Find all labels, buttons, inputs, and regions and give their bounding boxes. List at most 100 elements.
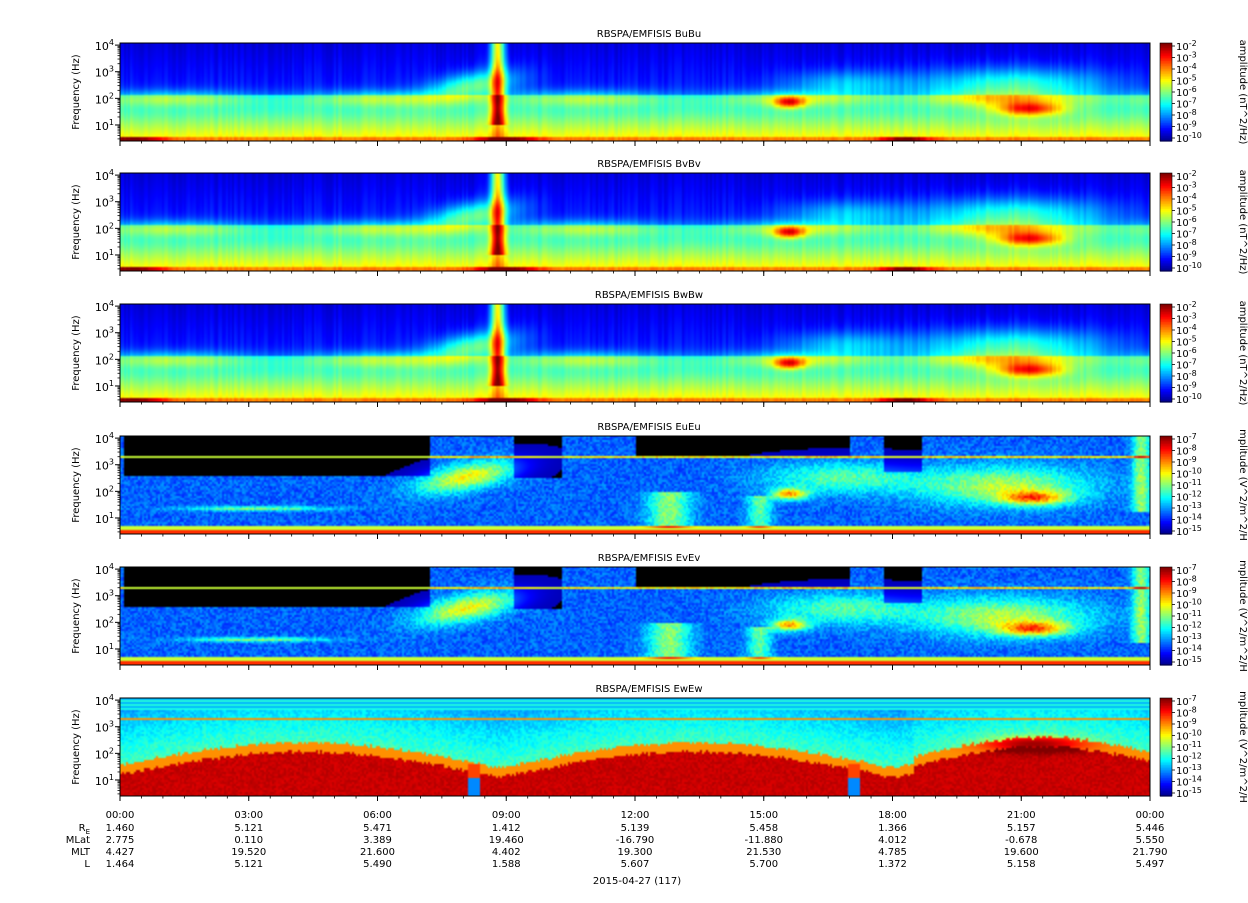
y-tick-label: 103 xyxy=(95,458,114,473)
colorbar-tick-label: 10-5 xyxy=(1176,335,1197,349)
y-tick-label: 104 xyxy=(95,168,114,183)
colorbar-swatch xyxy=(1160,504,1172,507)
colorbar-swatch xyxy=(1160,176,1172,179)
colorbar: 10-710-810-910-1010-1110-1210-1310-1410-… xyxy=(1159,691,1248,803)
x-tick-label: 03:00 xyxy=(234,810,263,821)
colorbar-swatch xyxy=(1160,95,1172,98)
colorbar-swatch xyxy=(1160,660,1172,663)
colorbar-swatch xyxy=(1160,437,1172,440)
colorbar-swatch xyxy=(1160,465,1172,468)
colorbar-swatch xyxy=(1160,238,1172,241)
colorbar-swatch xyxy=(1160,735,1172,738)
colorbar-swatch xyxy=(1160,346,1172,349)
colorbar-swatch xyxy=(1160,113,1172,116)
colorbar-swatch xyxy=(1160,236,1172,239)
colorbar-swatch xyxy=(1160,766,1172,769)
y-axis-label: Frequency (Hz) xyxy=(71,709,82,785)
colorbar-swatch xyxy=(1160,127,1172,131)
x-tick-label: 12:00 xyxy=(621,810,650,821)
colorbar-swatch xyxy=(1160,507,1172,511)
colorbar-swatch xyxy=(1160,598,1172,601)
colorbar-swatch xyxy=(1160,567,1172,570)
colorbar-swatch xyxy=(1160,225,1172,228)
colorbar-tick-label: 10-9 xyxy=(1176,455,1197,469)
colorbar-swatch xyxy=(1160,727,1172,730)
colorbar-tick-label: 10-8 xyxy=(1176,369,1197,383)
colorbar-swatch xyxy=(1160,620,1172,624)
y-tick-label: 102 xyxy=(95,615,114,630)
colorbar-swatch xyxy=(1160,786,1172,789)
colorbar-swatch xyxy=(1160,375,1172,379)
colorbar-swatch xyxy=(1160,773,1172,776)
colorbar-swatch xyxy=(1160,195,1172,199)
colorbar-swatch xyxy=(1160,75,1172,78)
colorbar: 10-710-810-910-1010-1110-1210-1310-1410-… xyxy=(1159,560,1248,672)
colorbar-swatch xyxy=(1160,467,1172,470)
colorbar-swatch xyxy=(1160,583,1172,586)
ephemeris-mlt-value: 21.600 xyxy=(360,847,395,858)
colorbar-swatch xyxy=(1160,62,1172,65)
colorbar-swatch xyxy=(1160,589,1172,593)
y-tick-label: 101 xyxy=(95,379,114,394)
colorbar-swatch xyxy=(1160,106,1172,109)
colorbar-swatch xyxy=(1160,707,1172,711)
colorbar-swatch xyxy=(1160,470,1172,473)
colorbar-swatch xyxy=(1160,724,1172,727)
colorbar-swatch xyxy=(1160,264,1172,267)
colorbar-swatch xyxy=(1160,612,1172,615)
colorbar-swatch xyxy=(1160,328,1172,331)
colorbar-swatch xyxy=(1160,134,1172,137)
colorbar-swatch xyxy=(1160,69,1172,72)
colorbar-tick-label: 10-10 xyxy=(1176,729,1202,743)
colorbar-swatch xyxy=(1160,333,1172,336)
colorbar-swatch xyxy=(1160,98,1172,101)
colorbar-swatch xyxy=(1160,339,1172,343)
ephemeris-l-value: 1.588 xyxy=(492,859,521,870)
colorbar-swatch xyxy=(1160,514,1172,517)
colorbar-swatch xyxy=(1160,779,1172,782)
date-label: 2015-04-27 (117) xyxy=(593,876,681,887)
ephemeris-re-value: 5.139 xyxy=(621,823,650,834)
colorbar-tick-label: 10-7 xyxy=(1176,432,1197,446)
colorbar-swatch xyxy=(1160,362,1172,366)
colorbar-swatch xyxy=(1160,648,1172,651)
ephemeris-mlat-value: 19.460 xyxy=(489,835,524,846)
ephemeris-l-value: 5.158 xyxy=(1007,859,1036,870)
colorbar-swatch xyxy=(1160,194,1172,197)
colorbar-swatch xyxy=(1160,702,1172,706)
colorbar-swatch xyxy=(1160,315,1172,318)
spectrogram-panel-3: RBSPA/EMFISIS EuEu 101 102 103 104 Frequency … xyxy=(71,422,1248,541)
colorbar-tick-label: 10-8 xyxy=(1176,108,1197,122)
colorbar-swatch xyxy=(1160,57,1172,60)
colorbar-swatch xyxy=(1160,312,1172,315)
colorbar-tick-label: 10-14 xyxy=(1176,775,1202,789)
y-axis-label: Frequency (Hz) xyxy=(71,578,82,654)
panel-title: RBSPA/EMFISIS EwEw xyxy=(595,684,702,695)
colorbar-swatch xyxy=(1160,769,1172,773)
colorbar-swatch xyxy=(1160,338,1172,341)
colorbar-swatch xyxy=(1160,400,1172,403)
colorbar-swatch xyxy=(1160,747,1172,750)
colorbar-label: mplitude (V^2/m^2/H xyxy=(1237,691,1248,803)
colorbar-swatch xyxy=(1160,743,1172,746)
colorbar-swatch xyxy=(1160,475,1172,478)
colorbar-swatch xyxy=(1160,462,1172,465)
spectrogram-panel-1: RBSPA/EMFISIS BvBv 101 102 103 104 Frequency … xyxy=(71,159,1248,276)
colorbar-swatch xyxy=(1160,51,1172,54)
colorbar-swatch xyxy=(1160,190,1172,194)
colorbar-swatch xyxy=(1160,116,1172,119)
colorbar-tick-label: 10-10 xyxy=(1176,598,1202,612)
colorbar-label: amplitude (nT^2/Hz) xyxy=(1237,301,1248,406)
ephemeris-mlt-value: 21.530 xyxy=(746,847,781,858)
ephemeris-mlat-value: 4.012 xyxy=(878,835,907,846)
colorbar-swatch xyxy=(1160,382,1172,385)
colorbar-label: mplitude (V^2/m^2/H xyxy=(1237,429,1248,541)
colorbar: 10-210-310-410-510-610-710-810-910-10 amp… xyxy=(1159,169,1248,275)
colorbar-swatch xyxy=(1160,725,1172,728)
ephemeris-l-value: 1.372 xyxy=(878,859,907,870)
colorbar-swatch xyxy=(1160,525,1172,529)
colorbar-swatch xyxy=(1160,729,1172,732)
colorbar-swatch xyxy=(1160,220,1172,223)
spectrogram-image xyxy=(120,173,1150,271)
